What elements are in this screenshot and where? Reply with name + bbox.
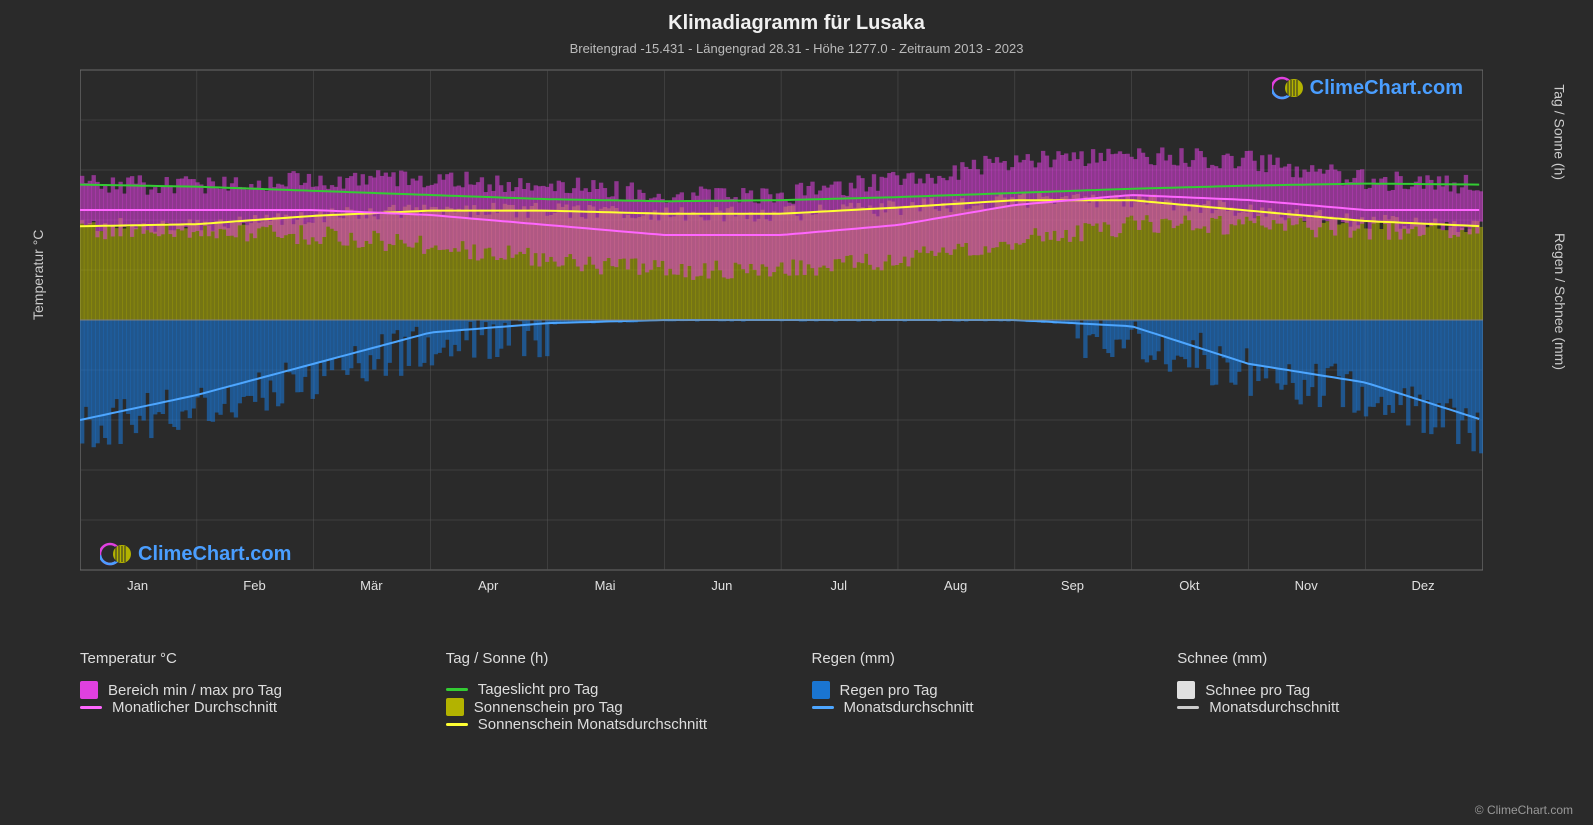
legend-item: Sonnenschein pro Tag [446, 698, 782, 716]
svg-text:Apr: Apr [478, 578, 499, 593]
svg-text:Mai: Mai [595, 578, 616, 593]
legend-item: Schnee pro Tag [1177, 681, 1513, 699]
chart-subtitle: Breitengrad -15.431 - Längengrad 28.31 -… [0, 35, 1593, 56]
legend-item: Regen pro Tag [812, 681, 1148, 699]
legend: Temperatur °C Bereich min / max pro TagM… [80, 650, 1513, 733]
legend-swatch [812, 681, 830, 699]
climechart-logo-icon [1272, 72, 1304, 104]
svg-text:Feb: Feb [243, 578, 265, 593]
legend-swatch [446, 723, 468, 726]
legend-label: Monatlicher Durchschnitt [112, 699, 277, 716]
legend-col-sun: Tag / Sonne (h) Tageslicht pro TagSonnen… [446, 650, 782, 733]
legend-item: Monatsdurchschnitt [1177, 699, 1513, 716]
watermark-bottom: ClimeChart.com [100, 538, 291, 570]
chart-svg: -50-40-30-20-100102030405006121824010203… [80, 60, 1483, 610]
legend-header: Tag / Sonne (h) [446, 650, 782, 667]
chart-title: Klimadiagramm für Lusaka [0, 0, 1593, 35]
legend-label: Sonnenschein Monatsdurchschnitt [478, 716, 707, 733]
y-right-top-label: Tag / Sonne (h) [1552, 84, 1568, 180]
legend-col-temp: Temperatur °C Bereich min / max pro TagM… [80, 650, 416, 733]
legend-header: Regen (mm) [812, 650, 1148, 667]
legend-item: Monatlicher Durchschnitt [80, 699, 416, 716]
legend-swatch [1177, 706, 1199, 709]
svg-text:Jan: Jan [127, 578, 148, 593]
climechart-logo-icon [100, 538, 132, 570]
legend-swatch [446, 688, 468, 691]
legend-label: Bereich min / max pro Tag [108, 682, 282, 699]
legend-swatch [80, 706, 102, 709]
copyright-text: © ClimeChart.com [1475, 803, 1573, 817]
watermark-text: ClimeChart.com [138, 543, 291, 566]
watermark-text: ClimeChart.com [1310, 77, 1463, 100]
legend-item: Sonnenschein Monatsdurchschnitt [446, 716, 782, 733]
legend-item: Monatsdurchschnitt [812, 699, 1148, 716]
legend-swatch [812, 706, 834, 709]
legend-col-snow: Schnee (mm) Schnee pro TagMonatsdurchsch… [1177, 650, 1513, 733]
svg-text:Mär: Mär [360, 578, 383, 593]
svg-text:Okt: Okt [1179, 578, 1200, 593]
y-left-label: Temperatur °C [30, 230, 46, 320]
watermark-top: ClimeChart.com [1272, 72, 1463, 104]
svg-text:Sep: Sep [1061, 578, 1084, 593]
legend-swatch [1177, 681, 1195, 699]
svg-text:Nov: Nov [1295, 578, 1319, 593]
legend-label: Regen pro Tag [840, 682, 938, 699]
legend-label: Sonnenschein pro Tag [474, 699, 623, 716]
legend-col-rain: Regen (mm) Regen pro TagMonatsdurchschni… [812, 650, 1148, 733]
svg-text:Jul: Jul [830, 578, 847, 593]
legend-label: Tageslicht pro Tag [478, 681, 599, 698]
legend-item: Bereich min / max pro Tag [80, 681, 416, 699]
legend-header: Temperatur °C [80, 650, 416, 667]
legend-label: Monatsdurchschnitt [1209, 699, 1339, 716]
svg-text:Aug: Aug [944, 578, 967, 593]
legend-swatch [446, 698, 464, 716]
legend-label: Monatsdurchschnitt [844, 699, 974, 716]
svg-text:Dez: Dez [1411, 578, 1434, 593]
legend-item: Tageslicht pro Tag [446, 681, 782, 698]
svg-text:Jun: Jun [711, 578, 732, 593]
y-right-bot-label: Regen / Schnee (mm) [1552, 233, 1568, 370]
legend-header: Schnee (mm) [1177, 650, 1513, 667]
legend-label: Schnee pro Tag [1205, 682, 1310, 699]
chart-area: -50-40-30-20-100102030405006121824010203… [80, 60, 1483, 610]
legend-swatch [80, 681, 98, 699]
